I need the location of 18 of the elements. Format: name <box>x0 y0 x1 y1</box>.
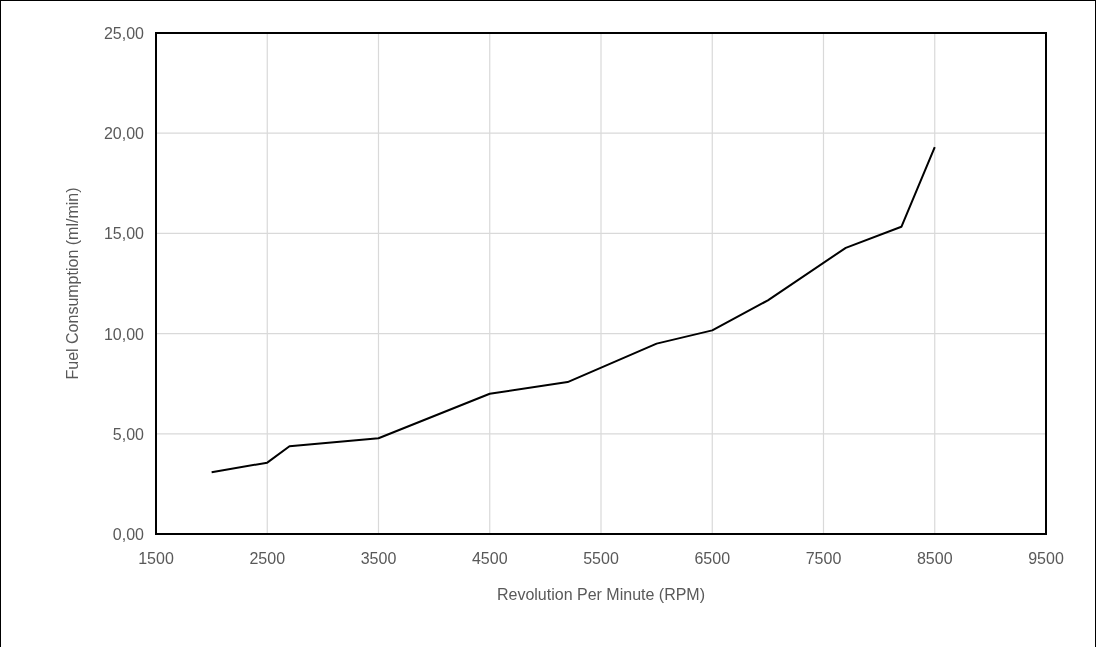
x-axis-title: Revolution Per Minute (RPM) <box>496 586 706 603</box>
x-tick-label: 2500 <box>249 550 286 567</box>
y-tick-label: 25,00 <box>103 25 145 42</box>
x-tick-label: 6500 <box>694 550 731 567</box>
x-tick-label: 7500 <box>805 550 842 567</box>
y-tick-label: 10,00 <box>103 325 145 343</box>
y-tick-label: 15,00 <box>103 225 145 243</box>
x-tick-label: 3500 <box>360 550 397 567</box>
y-axis-title: Fuel Consumption (ml/min) <box>64 187 81 380</box>
y-tick-label: 5,00 <box>112 425 145 443</box>
x-tick-label: 4500 <box>471 550 508 567</box>
y-tick-label: 20,00 <box>103 125 145 143</box>
x-tick-label: 8500 <box>916 550 953 567</box>
x-tick-label: 5500 <box>583 550 619 567</box>
y-tick-label: 0,00 <box>112 526 145 543</box>
x-tick-label: 1500 <box>138 550 174 567</box>
line-series <box>210 146 936 474</box>
x-tick-label: 9500 <box>1028 550 1064 567</box>
